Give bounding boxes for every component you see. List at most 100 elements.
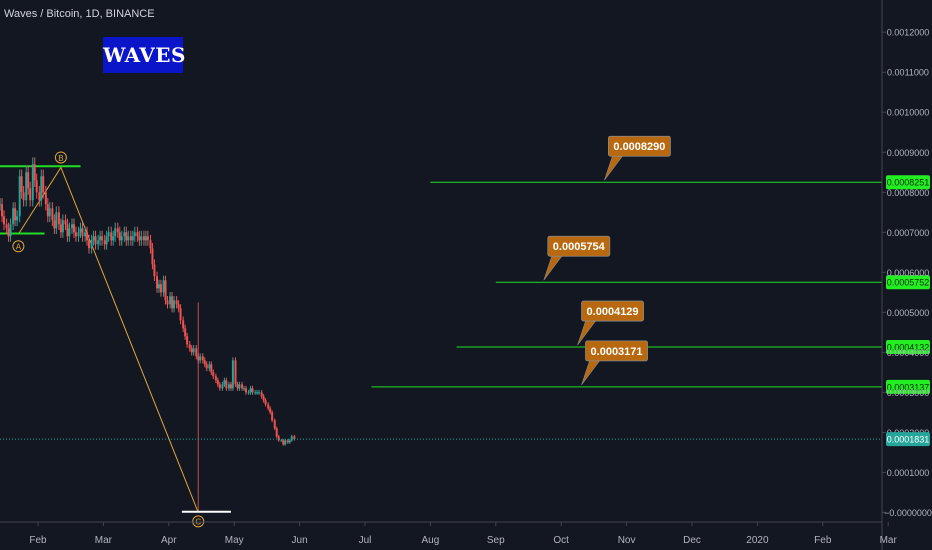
candle-body <box>282 440 285 445</box>
candle-body <box>162 280 165 293</box>
candle-body <box>280 440 283 442</box>
candle-body <box>27 172 30 189</box>
candle-body <box>79 228 82 233</box>
candle-body <box>214 376 217 381</box>
candle-body <box>241 384 244 389</box>
y-tick-label: 0.0006000 <box>887 268 930 278</box>
candle-body <box>14 208 17 221</box>
x-tick-label: Sep <box>487 535 505 546</box>
candle-body <box>44 192 47 205</box>
y-tick-label: 0.0004000 <box>887 348 930 358</box>
candle-body <box>57 212 60 225</box>
candle-body <box>103 240 106 245</box>
candle-body <box>35 180 38 193</box>
candle-body <box>256 392 259 394</box>
x-tick-label: May <box>225 535 244 546</box>
candle-body <box>290 436 293 441</box>
candle-body <box>159 284 162 293</box>
x-tick-label: Aug <box>422 535 440 546</box>
candle-body <box>286 440 289 443</box>
wave-label: B <box>58 154 63 163</box>
candle-body <box>110 232 113 241</box>
candle-body <box>120 236 123 241</box>
candle-body <box>238 384 241 389</box>
candle-body <box>179 308 182 321</box>
y-tick-label: 0.0011000 <box>887 68 929 78</box>
candle-body <box>249 388 252 393</box>
candle-body <box>129 236 132 241</box>
x-tick-label: Apr <box>161 535 177 546</box>
wave-label-circle <box>192 515 205 528</box>
y-tick-label: 0.0007000 <box>887 228 930 238</box>
level-lines <box>371 181 882 388</box>
level-axis-label: 0.0003137 <box>887 382 930 392</box>
candle-body <box>277 436 280 441</box>
candle-body <box>203 360 206 365</box>
candle-body <box>112 236 115 241</box>
candle-body <box>177 304 180 309</box>
candle-body <box>221 384 224 389</box>
level-axis-badge <box>886 379 930 394</box>
candle-body <box>146 236 149 241</box>
candle-body <box>258 392 261 394</box>
candle-body <box>247 392 250 394</box>
current-price-label: 0.0001831 <box>887 435 930 445</box>
y-tick-label: 0.0001000 <box>887 468 930 478</box>
wave-path <box>17 166 199 513</box>
candle-body <box>7 228 10 237</box>
candle-body <box>127 236 130 241</box>
candle-body <box>0 204 2 206</box>
candle-body <box>244 388 247 393</box>
y-tick-label: 0.0012000 <box>887 28 930 38</box>
candle-body <box>208 364 211 369</box>
candle-body <box>97 240 100 245</box>
candle-body <box>133 232 136 237</box>
candle-body <box>197 356 200 361</box>
x-tick-label: Nov <box>618 535 636 546</box>
candle-body <box>66 224 69 237</box>
candle-body <box>288 440 291 443</box>
level-axis-label: 0.0008251 <box>887 178 930 188</box>
candle-body <box>81 228 84 237</box>
candle-body <box>18 176 21 217</box>
candle-body <box>9 224 12 237</box>
candle-body <box>71 224 74 229</box>
candle-body <box>293 436 296 440</box>
x-tick-label: Mar <box>95 535 113 546</box>
candle-body <box>118 232 121 241</box>
candle-body <box>33 164 36 181</box>
candle-body <box>260 392 263 397</box>
x-tick-label: Jul <box>359 535 372 546</box>
candle-body <box>212 372 215 377</box>
y-tick-label: 0.0009000 <box>887 148 930 158</box>
candle-body <box>92 236 95 241</box>
candle-body <box>262 396 265 401</box>
candle-body <box>157 284 160 289</box>
callout-pointer <box>604 155 624 181</box>
candle-body <box>166 300 169 305</box>
candle-body <box>192 348 195 353</box>
candle-body <box>269 408 272 413</box>
y-tick-label: 0.0010000 <box>887 108 930 118</box>
candle-body <box>275 428 278 437</box>
candle-body <box>173 300 176 309</box>
y-tick-label: 0.0005000 <box>887 308 930 318</box>
level-axis-badge <box>886 275 930 290</box>
callout-text: 0.0008290 <box>613 141 665 153</box>
callout-box <box>581 300 644 322</box>
candle-body <box>107 232 110 237</box>
candle-body <box>53 220 56 229</box>
candle-body <box>99 236 102 241</box>
callout-pointer <box>543 255 563 281</box>
current-price-badge <box>886 432 930 447</box>
candle-body <box>195 348 198 357</box>
candle-body <box>84 232 87 237</box>
candle-body <box>31 164 34 201</box>
candle-body <box>254 392 257 394</box>
candle-body <box>227 384 230 389</box>
candle-body <box>77 232 80 237</box>
candle-body <box>201 356 204 361</box>
candle-body <box>131 236 134 241</box>
candle-body <box>20 176 23 193</box>
